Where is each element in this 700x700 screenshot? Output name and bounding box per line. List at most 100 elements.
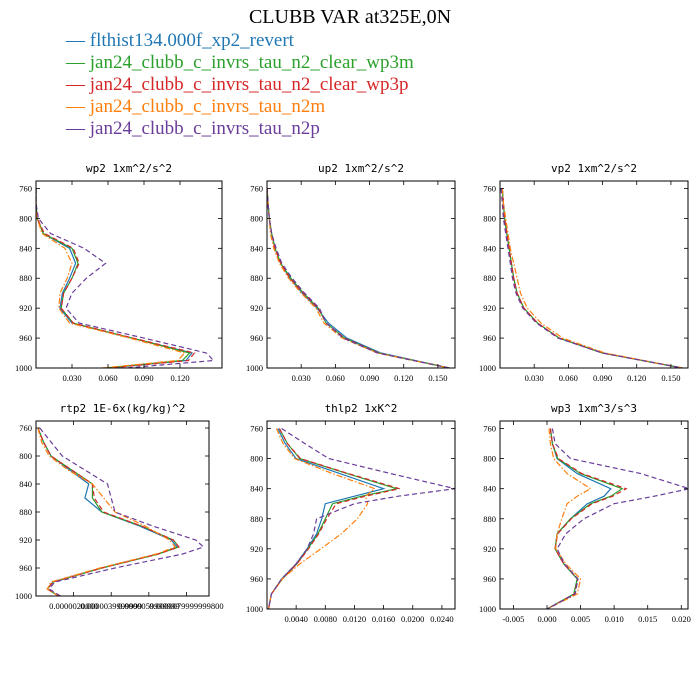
series-line	[39, 427, 205, 596]
y-tick-label: 880	[483, 273, 496, 283]
series-line	[501, 188, 683, 368]
panel: vp2 1xm^2/s^2 760 800 840 880 920 960 1000 0.030…	[479, 162, 689, 383]
x-tick-label: 0.0040	[284, 614, 307, 624]
x-tick-label: 0.090	[134, 373, 153, 383]
series-group	[37, 427, 205, 596]
panel-frame	[499, 420, 689, 610]
panel-title: wp2 1xm^2/s^2	[86, 162, 172, 175]
y-tick-label: 880	[250, 273, 263, 283]
y-tick-label: 920	[483, 544, 496, 554]
y-tick-label: 800	[19, 213, 32, 223]
x-tick-label: 0.015	[638, 614, 657, 624]
panel-title: wp3 1xm^3/s^3	[551, 402, 637, 415]
y-tick-label: 960	[19, 333, 32, 343]
x-tick-label: 0.0120	[343, 614, 366, 624]
series-group	[267, 188, 450, 368]
y-tick-label: 920	[19, 303, 32, 313]
series-line	[37, 427, 177, 596]
y-tick-label: 960	[250, 574, 263, 584]
series-group	[500, 188, 683, 368]
y-tick-label: 760	[19, 423, 32, 433]
panel-frame	[266, 420, 456, 610]
series-line	[267, 428, 386, 609]
y-tick-label: 800	[19, 451, 32, 461]
panel-frame	[266, 180, 456, 369]
panel-title: vp2 1xm^2/s^2	[551, 162, 637, 175]
y-tick-label: 880	[250, 514, 263, 524]
y-tick-label: 960	[19, 563, 32, 573]
y-tick-label: 960	[250, 333, 263, 343]
panel-frame	[35, 180, 223, 369]
x-tick-label: 0.0160	[372, 614, 395, 624]
series-line	[267, 427, 455, 609]
series-line	[36, 188, 194, 368]
legend-entry: — jan24_clubb_c_invrs_tau_n2p	[66, 118, 320, 139]
x-tick-label: 0.090	[360, 373, 379, 383]
panel: up2 1xm^2/s^2 760 800 840 880 920 960 1000 0.030…	[246, 162, 456, 383]
series-line	[267, 188, 450, 368]
series-line	[36, 188, 186, 368]
y-tick-label: 920	[19, 535, 32, 545]
panel: thlp2 1xK^2 760 800 840 880 920 960 1000 0.0040 0…	[246, 402, 456, 624]
y-tick-label: 1000	[479, 363, 496, 373]
y-tick-label: 1000	[479, 604, 496, 614]
panel: wp2 1xm^2/s^2 760 800 840 880 920 960 1000 0.030…	[15, 162, 223, 383]
x-tick-label: 0.120	[627, 373, 646, 383]
x-tick-label: 0.0240	[430, 614, 453, 624]
x-tick-label: 0.030	[525, 373, 544, 383]
x-tick-label: 0.0200	[401, 614, 424, 624]
y-tick-label: 760	[250, 183, 263, 193]
legend-label: jan24_clubb_c_invrs_tau_n2m	[89, 96, 326, 117]
series-line	[267, 188, 450, 368]
panel: wp3 1xm^3/s^3 760 800 840 880 920 960 1000 -0.00…	[479, 402, 691, 624]
series-line	[501, 188, 683, 368]
series-line	[36, 188, 191, 368]
series-line	[37, 427, 178, 596]
x-tick-label: 0.0000039999999	[80, 601, 142, 611]
panel-frame	[499, 180, 689, 369]
y-tick-label: 1000	[15, 591, 32, 601]
panel-frame	[35, 420, 210, 597]
y-tick-label: 840	[483, 484, 496, 494]
series-line	[501, 188, 683, 368]
y-tick-label: 840	[483, 243, 496, 253]
x-tick-label: 0.150	[661, 373, 680, 383]
legend-label: flthist134.000f_xp2_revert	[89, 30, 294, 51]
series-line	[500, 188, 683, 368]
legend-entry: — jan24_clubb_c_invrs_tau_n2m	[66, 96, 326, 117]
y-tick-label: 800	[483, 213, 496, 223]
panel-title: thlp2 1xK^2	[325, 402, 398, 415]
series-line	[501, 188, 683, 368]
series-group	[267, 427, 455, 609]
y-tick-label: 800	[250, 454, 263, 464]
x-tick-label: 0.090	[593, 373, 612, 383]
series-line	[546, 428, 628, 609]
y-tick-label: 880	[19, 273, 32, 283]
x-tick-label: 0.000	[537, 614, 556, 624]
legend-label: jan24_clubb_c_invrs_tau_n2p	[89, 118, 320, 139]
series-line	[267, 428, 377, 609]
x-tick-label: 0.0000020000	[49, 601, 98, 611]
y-tick-label: 880	[483, 514, 496, 524]
series-line	[37, 427, 180, 596]
series-line	[546, 428, 688, 609]
series-line	[267, 428, 400, 609]
series-group	[546, 428, 688, 609]
series-line	[267, 188, 450, 368]
y-tick-label: 920	[250, 303, 263, 313]
legend-label: jan24_clubb_c_invrs_tau_n2_clear_wp3m	[89, 52, 414, 73]
y-tick-label: 840	[19, 243, 32, 253]
y-tick-label: 960	[483, 574, 496, 584]
y-tick-label: 840	[250, 243, 263, 253]
y-tick-label: 760	[19, 183, 32, 193]
y-tick-label: 840	[19, 479, 32, 489]
x-tick-label: 0.005	[571, 614, 590, 624]
y-tick-label: 800	[250, 213, 263, 223]
series-line	[37, 427, 180, 596]
legend-entry: — jan24_clubb_c_invrs_tau_n2_clear_wp3p	[66, 74, 409, 95]
x-tick-label: 0.020	[672, 614, 691, 624]
x-tick-label: 0.150	[428, 373, 447, 383]
y-tick-label: 880	[19, 507, 32, 517]
series-line	[267, 188, 450, 368]
